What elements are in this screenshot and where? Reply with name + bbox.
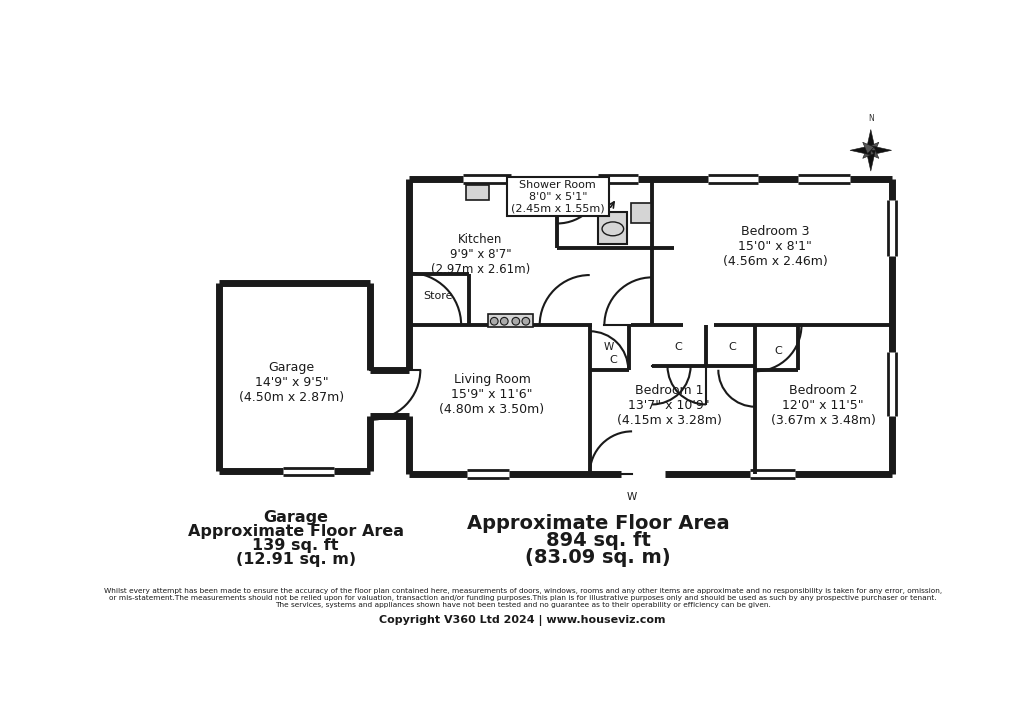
Text: N: N [867,114,873,122]
Circle shape [490,318,497,325]
Bar [370,370,409,416]
Text: Garage: Garage [263,510,328,525]
Text: Shower Room
8'0" x 5'1"
(2.45m x 1.55m): Shower Room 8'0" x 5'1" (2.45m x 1.55m) [511,180,604,213]
Text: Kitchen
9'9" x 8'7"
(2.97m x 2.61m): Kitchen 9'9" x 8'7" (2.97m x 2.61m) [430,233,530,276]
Text: 894 sq. ft: 894 sq. ft [545,531,650,550]
Text: (83.09 sq. m): (83.09 sq. m) [525,548,671,567]
Text: Bedroom 2
12'0" x 11'5"
(3.67m x 3.48m): Bedroom 2 12'0" x 11'5" (3.67m x 3.48m) [770,384,874,428]
Bar [218,283,370,472]
Polygon shape [865,130,874,150]
Polygon shape [862,143,873,153]
Text: W: W [627,492,637,502]
Text: C: C [674,342,682,351]
Polygon shape [862,147,873,158]
Text: Store: Store [423,291,452,301]
Text: Approximate Floor Area: Approximate Floor Area [187,524,404,539]
Text: Garage
14'9" x 9'5"
(4.50m x 2.87m): Garage 14'9" x 9'5" (4.50m x 2.87m) [238,361,344,405]
Text: Copyright V360 Ltd 2024 | www.houseviz.com: Copyright V360 Ltd 2024 | www.houseviz.c… [379,614,665,626]
Polygon shape [867,147,878,158]
Bar [488,313,532,328]
Text: Bedroom 1
13'7" x 10'9"
(4.15m x 3.28m): Bedroom 1 13'7" x 10'9" (4.15m x 3.28m) [616,384,720,428]
Text: C: C [728,342,736,351]
FancyBboxPatch shape [506,177,608,216]
Polygon shape [867,143,878,153]
Circle shape [512,318,519,325]
Text: Approximate Floor Area: Approximate Floor Area [467,514,729,534]
Text: Bedroom 3
15'0" x 8'1"
(4.56m x 2.46m): Bedroom 3 15'0" x 8'1" (4.56m x 2.46m) [722,225,826,268]
Text: Whilst every attempt has been made to ensure the accuracy of the floor plan cont: Whilst every attempt has been made to en… [104,588,941,608]
Text: C: C [773,346,782,356]
Bar [466,185,488,200]
Bar [630,204,650,223]
Polygon shape [865,150,874,171]
Bar [597,212,627,244]
Text: W: W [603,342,613,351]
Text: 139 sq. ft: 139 sq. ft [252,538,338,553]
Bar [409,179,892,474]
Circle shape [522,318,529,325]
Ellipse shape [601,222,623,235]
Text: Living Room
15'9" x 11'6"
(4.80m x 3.50m): Living Room 15'9" x 11'6" (4.80m x 3.50m… [439,373,544,416]
Polygon shape [870,145,891,155]
Polygon shape [849,145,870,155]
Circle shape [500,318,507,325]
Text: C: C [608,355,616,365]
Text: (12.91 sq. m): (12.91 sq. m) [235,552,356,567]
